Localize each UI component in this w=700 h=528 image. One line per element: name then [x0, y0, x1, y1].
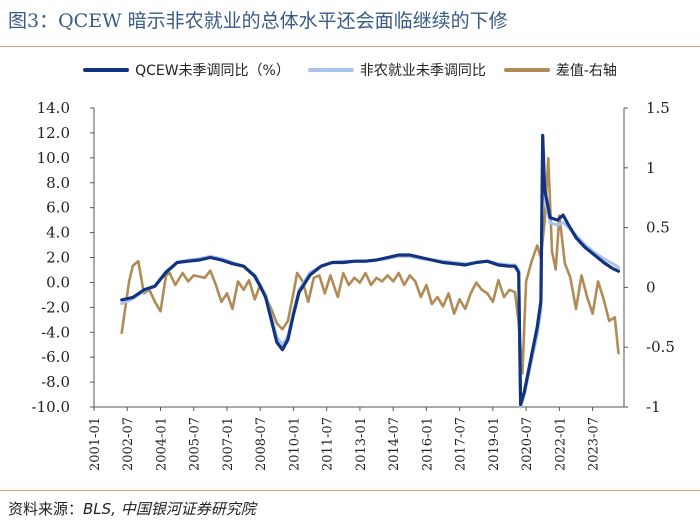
y-left-tick-label: 14.0 [37, 99, 70, 117]
x-tick-label: 2023-07 [587, 417, 602, 471]
y-left-tick-label: -6.0 [41, 348, 70, 366]
series-line-qcew [120, 133, 621, 407]
x-tick-label: 2017-07 [454, 417, 469, 471]
source-text: BLS, 中国银河证券研究院 [83, 500, 256, 518]
y-right-tick-label: 1.5 [646, 99, 670, 117]
y-left-tick-label: 10.0 [37, 149, 70, 167]
x-tick-label: 2019-01 [487, 417, 502, 471]
x-tick-label: 2008-07 [254, 417, 269, 471]
y-left-tick-label: 6.0 [46, 199, 70, 217]
x-tick-label: 2007-01 [221, 417, 236, 471]
line-chart: 14.0 12.0 10.0 8.0 6.0 4.0 2.0 0.0 -2.0 -4.0 -6.0 -… [32, 99, 675, 471]
y-left-tick-label: -4.0 [41, 323, 70, 341]
x-tick-label: 2022-01 [553, 417, 568, 471]
x-tick-label: 2013-01 [354, 417, 369, 471]
source-divider [0, 490, 700, 491]
x-tick-label: 2005-07 [188, 417, 203, 471]
x-tick-label: 2004-01 [154, 417, 169, 471]
y-left-tick-label: 12.0 [37, 124, 70, 142]
legend-item-nonfarm: 非农就业未季调同比 [307, 60, 486, 80]
x-tick-label: 2020-07 [520, 417, 535, 471]
chart-area: 14.0 12.0 10.0 8.0 6.0 4.0 2.0 0.0 -2.0 -4.0 -6.0 -… [0, 84, 700, 488]
y-left-tick-label: -2.0 [41, 298, 70, 316]
page-title: 图3：QCEW 暗示非农就业的总体水平还会面临继续的下修 [8, 10, 508, 32]
y-right-tick-label: -0.5 [646, 338, 675, 356]
x-tick-label: 2011-07 [321, 417, 336, 471]
legend-label-qcew: QCEW未季调同比（%） [135, 63, 290, 79]
y-left-tick-label: 8.0 [46, 174, 70, 192]
y-left-tick-label: -10.0 [32, 398, 70, 416]
y-left-tick-label: 4.0 [46, 224, 70, 242]
x-tick-label: 2001-01 [88, 417, 103, 471]
y-right-tick-label: -1 [646, 398, 661, 416]
title-divider [0, 46, 700, 47]
y-left-tick-label: 0.0 [46, 273, 70, 291]
x-tick-label: 2014-07 [387, 417, 402, 471]
legend-item-diff: 差值-右轴 [503, 60, 617, 80]
series-line-diff [120, 156, 620, 375]
x-tick-label: 2002-07 [121, 417, 136, 471]
legend-item-qcew: QCEW未季调同比（%） [83, 60, 290, 80]
y-right-tick-label: 0 [646, 278, 656, 296]
legend: QCEW未季调同比（%） 非农就业未季调同比 差值-右轴 [0, 56, 700, 84]
y-left-tick-label: -8.0 [41, 373, 70, 391]
legend-label-diff: 差值-右轴 [555, 63, 617, 79]
source-prefix: 资料来源： [8, 500, 84, 518]
legend-label-nonfarm: 非农就业未季调同比 [359, 63, 486, 79]
legend-swatch-qcew [83, 68, 130, 72]
legend-swatch-nonfarm [307, 68, 354, 72]
source-note: 资料来源：BLS, 中国银河证券研究院 [8, 498, 256, 519]
y-right-tick-label: 0.5 [646, 219, 670, 237]
y-right-tick-label: 1 [646, 159, 656, 177]
legend-swatch-diff [503, 68, 550, 72]
x-tick-label: 2010-01 [287, 417, 302, 471]
x-tick-label: 2016-01 [420, 417, 435, 471]
y-left-tick-label: 2.0 [46, 249, 70, 267]
